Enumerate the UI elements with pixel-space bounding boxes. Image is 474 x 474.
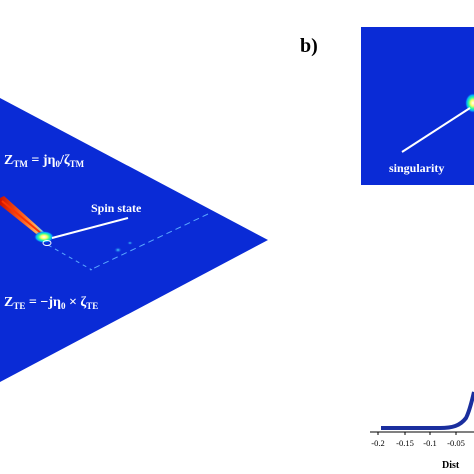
boundary-dashed-line — [89, 213, 209, 271]
eq-tm: ZTM = jη0/ζTM — [4, 153, 85, 169]
field-spot — [114, 247, 122, 253]
singularity-pointer — [401, 107, 471, 153]
x-tick-label: -0.15 — [396, 438, 414, 448]
field-plane-a — [0, 98, 268, 382]
panel-b-label: b) — [300, 35, 318, 57]
x-axis-title: Dist — [442, 460, 460, 471]
panel-a: Spin state ZTM = jη0/ζTM ZTE = −jη0 × ζT… — [0, 98, 268, 382]
spin-state-label: Spin state — [91, 201, 142, 215]
x-tick-label: -0.2 — [371, 438, 384, 448]
x-tick-label: -0.1 — [423, 438, 436, 448]
field-plane-b — [361, 27, 474, 185]
field-spot — [127, 241, 133, 245]
spin-state-ring — [42, 240, 52, 246]
beam-core — [1, 200, 43, 235]
boundary-dashed-line-2 — [47, 244, 93, 271]
eq-te: ZTE = −jη0 × ζTE — [4, 295, 98, 311]
panel-c: -0.2 -0.15 -0.1 -0.05 Dist — [370, 391, 474, 471]
spin-state-pointer — [51, 217, 129, 239]
x-tick-labels: -0.2 -0.15 -0.1 -0.05 — [371, 432, 465, 448]
singularity-label: singularity — [389, 161, 444, 175]
spin-state-hotspot — [34, 231, 54, 243]
singularity-hotspot — [465, 93, 474, 113]
plot-curve — [381, 391, 474, 430]
panel-b: b) singularity — [300, 27, 474, 185]
x-tick-label: -0.05 — [447, 438, 465, 448]
